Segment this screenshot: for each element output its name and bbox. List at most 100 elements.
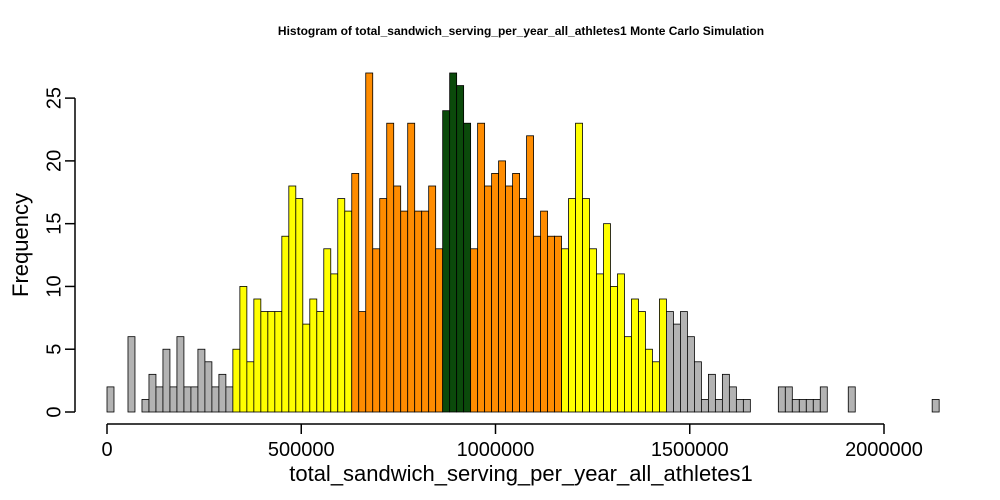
histogram-bar <box>624 336 632 413</box>
y-tick-label: 10 <box>43 275 65 297</box>
histogram-bar <box>931 399 940 413</box>
histogram-bar <box>211 386 220 413</box>
histogram-bar <box>589 248 597 413</box>
histogram-bar <box>302 323 311 413</box>
histogram-bar <box>183 386 192 413</box>
chart-title: Histogram of total_sandwich_serving_per_… <box>278 24 764 38</box>
histogram-bar <box>281 235 290 413</box>
histogram-bar <box>701 399 709 413</box>
histogram-bar <box>819 386 828 413</box>
x-tick-label: 1500000 <box>651 439 729 461</box>
histogram-bar <box>428 185 437 413</box>
histogram-bar <box>414 210 423 413</box>
histogram-bar <box>274 311 283 413</box>
histogram-bar <box>463 122 472 413</box>
y-axis: 0 5 10 15 20 25 <box>43 87 76 418</box>
histogram-bar <box>652 361 660 413</box>
histogram-bars <box>106 72 940 413</box>
histogram-bar <box>687 336 695 413</box>
y-tick-label: 25 <box>43 87 65 109</box>
histogram-bar <box>512 173 520 413</box>
histogram-bar <box>155 386 164 413</box>
histogram-bar <box>477 122 486 413</box>
histogram-bar <box>735 399 744 413</box>
histogram-bar <box>812 399 821 413</box>
histogram-bar <box>694 361 702 413</box>
histogram-bar <box>351 173 360 413</box>
histogram-bar <box>561 248 569 413</box>
histogram-bar <box>316 311 325 413</box>
histogram-bar <box>358 311 367 413</box>
histogram-bar <box>253 298 262 413</box>
histogram-bar <box>777 386 786 413</box>
histogram-bar <box>309 298 318 413</box>
histogram-bar <box>847 386 856 413</box>
histogram-bar <box>714 399 723 413</box>
histogram-bar <box>407 122 416 413</box>
histogram-bar <box>742 399 751 413</box>
histogram-bar <box>204 361 213 413</box>
x-axis: 0 500000 1000000 1500000 2000000 <box>101 423 923 461</box>
histogram-bar <box>267 311 276 413</box>
histogram-bar <box>344 210 353 413</box>
histogram-bar <box>330 273 339 413</box>
histogram-bar <box>659 298 667 413</box>
histogram-bar <box>728 386 737 413</box>
histogram-bar <box>575 122 583 413</box>
histogram-bar <box>596 273 604 413</box>
histogram-bar <box>386 122 395 413</box>
histogram-bar <box>484 185 493 413</box>
histogram-bar <box>547 235 555 413</box>
histogram-bar <box>260 311 269 413</box>
histogram-bar <box>680 311 688 413</box>
y-tick-label: 5 <box>43 344 65 355</box>
histogram-bar <box>442 110 451 413</box>
histogram-bar <box>617 273 625 413</box>
y-tick-label: 20 <box>43 150 65 172</box>
histogram-bar <box>491 173 500 413</box>
histogram-bar <box>372 248 381 413</box>
histogram-bar <box>638 311 646 413</box>
histogram-bar <box>106 386 115 413</box>
histogram-bar <box>533 235 541 413</box>
histogram-bar <box>323 248 332 413</box>
histogram-bar <box>805 399 814 413</box>
histogram-bar <box>582 198 590 413</box>
histogram-bar <box>218 373 227 413</box>
histogram-bar <box>295 198 304 413</box>
histogram-bar <box>673 323 681 413</box>
histogram-bar <box>603 223 611 413</box>
histogram-bar <box>169 386 178 413</box>
histogram-bar <box>568 198 576 413</box>
histogram-bar <box>421 210 430 413</box>
histogram-bar <box>784 386 793 413</box>
histogram-bar <box>610 286 618 413</box>
y-tick-label: 0 <box>43 406 65 417</box>
histogram-bar <box>148 373 157 413</box>
histogram-bar <box>246 361 255 413</box>
histogram-bar <box>400 210 409 413</box>
histogram-bar <box>505 185 513 413</box>
histogram-bar <box>470 248 479 413</box>
histogram-bar <box>190 386 199 413</box>
y-tick-label: 15 <box>43 213 65 235</box>
histogram-bar <box>631 298 639 413</box>
histogram-bar <box>127 336 136 413</box>
x-tick-label: 2000000 <box>845 439 923 461</box>
histogram-bar <box>232 348 241 413</box>
histogram-bar <box>239 286 248 413</box>
x-tick-label: 0 <box>101 439 112 461</box>
histogram-bar <box>526 135 534 413</box>
histogram-bar <box>197 348 206 413</box>
histogram-bar <box>176 336 185 413</box>
histogram-bar <box>162 348 171 413</box>
histogram-bar <box>456 85 465 413</box>
histogram-bar <box>791 399 800 413</box>
x-axis-label: total_sandwich_serving_per_year_all_athl… <box>289 461 753 486</box>
histogram-bar <box>798 399 807 413</box>
x-tick-label: 1000000 <box>457 439 535 461</box>
histogram-bar <box>540 210 548 413</box>
histogram-bar <box>666 311 674 413</box>
